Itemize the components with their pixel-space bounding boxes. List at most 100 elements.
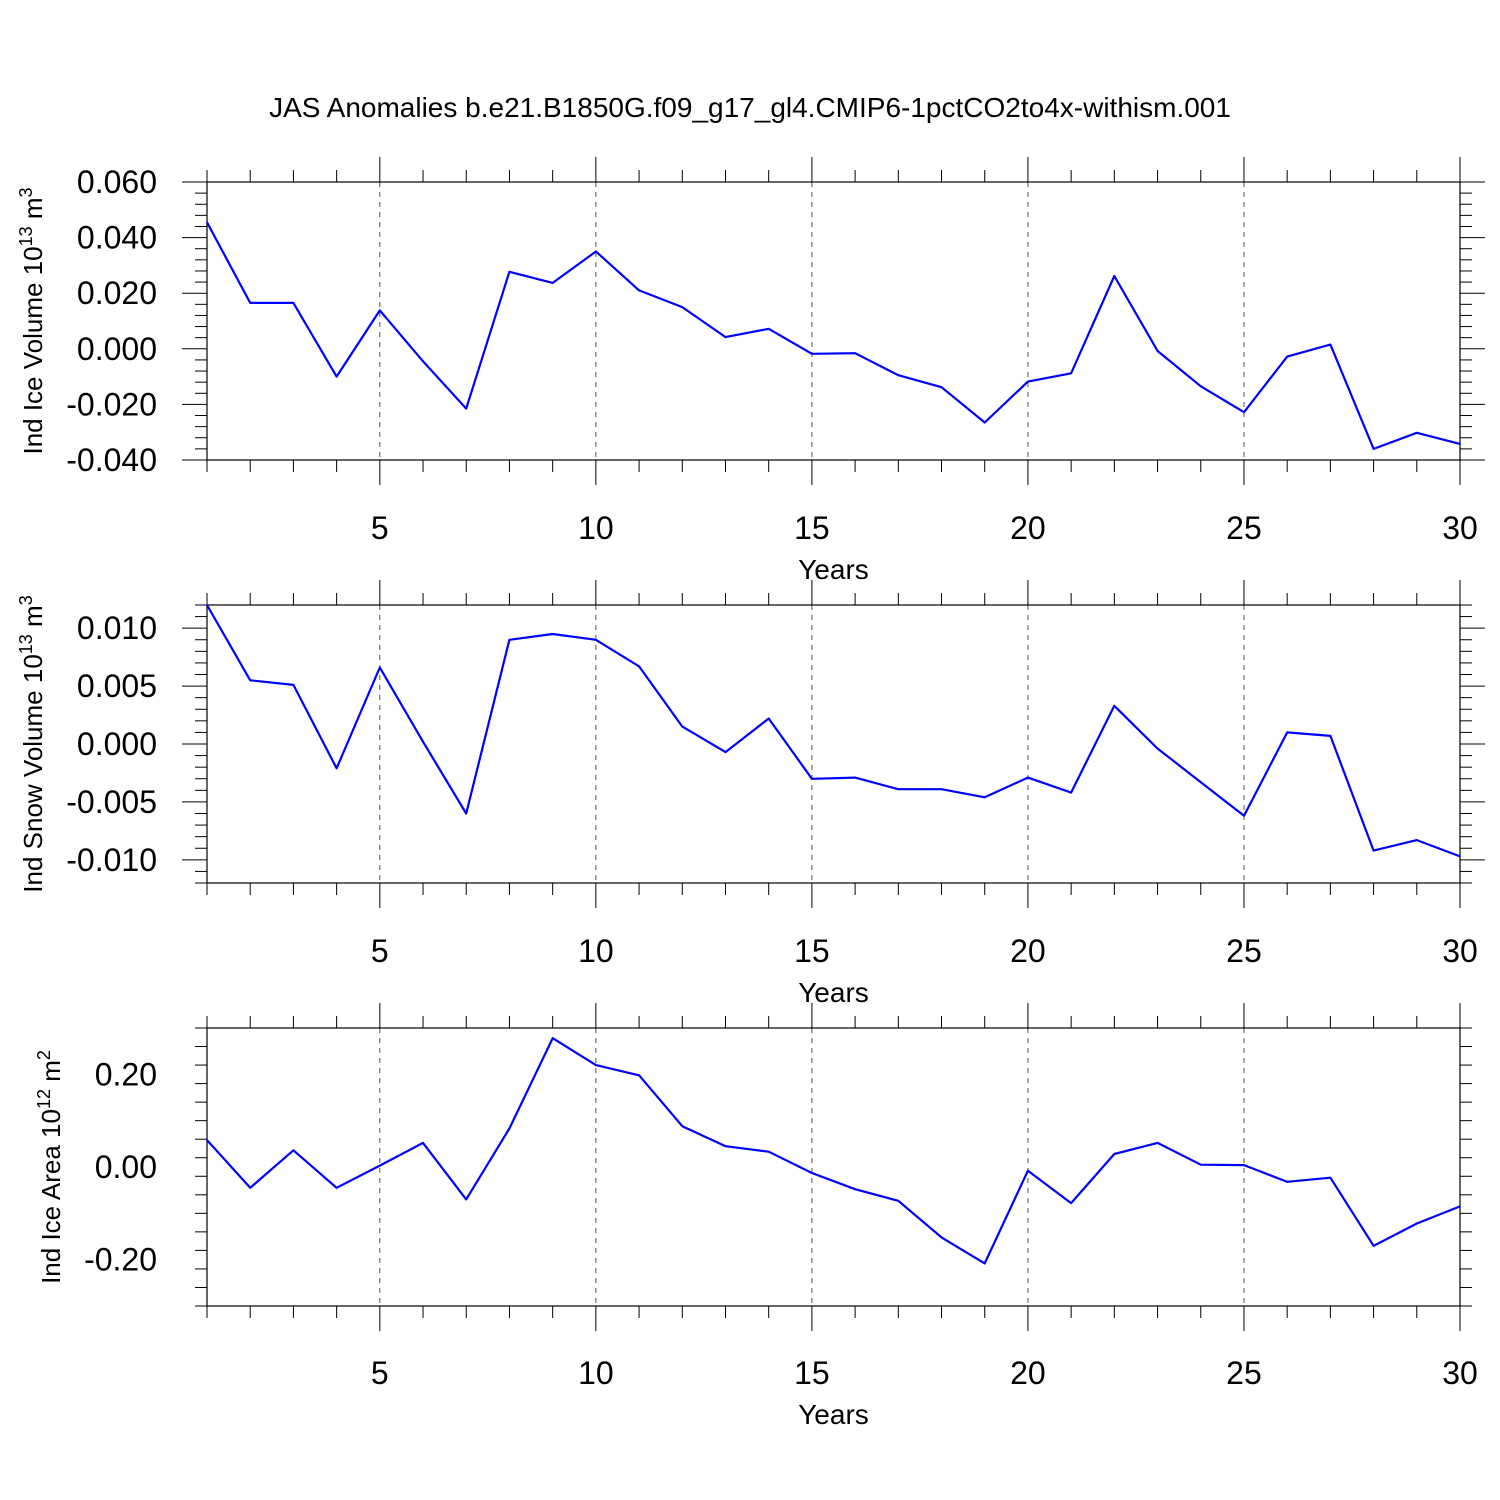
data-point (724, 1145, 727, 1147)
x-tick-label: 30 (1442, 1355, 1478, 1391)
data-point (854, 352, 856, 355)
y-tick-label: -0.040 (66, 442, 157, 478)
data-point (292, 684, 295, 686)
data-point (1027, 380, 1029, 383)
data-point (811, 1172, 813, 1174)
data-point (854, 776, 856, 779)
data-point (940, 788, 943, 790)
data-point (983, 421, 986, 424)
y-tick-label: 0.00 (95, 1149, 157, 1185)
x-tick-label: 20 (1010, 933, 1046, 969)
x-tick-label: 10 (578, 510, 614, 546)
data-point (724, 751, 727, 753)
data-point (1459, 1205, 1461, 1208)
y-tick-label: 0.040 (77, 220, 157, 256)
data-point (206, 221, 208, 224)
y-tick-label: -0.010 (66, 842, 157, 878)
y-axis-label: Ind Ice Volume 1013 m3 (16, 187, 48, 454)
data-point (335, 375, 338, 378)
data-point (1027, 1169, 1029, 1172)
x-tick-label: 10 (578, 933, 614, 969)
data-point (595, 1064, 597, 1066)
data-point (1113, 704, 1116, 707)
data-point (1199, 1163, 1202, 1166)
x-tick-label: 5 (371, 1355, 389, 1391)
x-tick-label: 15 (794, 933, 830, 969)
data-point (638, 665, 640, 668)
data-point (551, 633, 554, 635)
data-point (724, 336, 727, 338)
data-point (335, 1187, 338, 1189)
data-point (1199, 781, 1202, 784)
data-point (551, 1037, 554, 1039)
x-tick-label: 15 (794, 510, 830, 546)
chart-panel-1: 5 10 15 20 25 30 Years -0.040 -0.020 0.000 0.020 0.… (16, 157, 1485, 585)
data-point (811, 777, 813, 780)
data-point (940, 386, 943, 388)
series-line (206, 604, 1461, 858)
y-axis-label: Ind Ice Area 1012 m2 (34, 1050, 66, 1284)
data-point (1459, 443, 1461, 445)
data-point (292, 1149, 295, 1152)
data-point (681, 1125, 684, 1128)
data-point (1199, 385, 1202, 388)
data-point (1286, 731, 1288, 734)
y-tick-label: 0.020 (77, 275, 157, 311)
data-point (1070, 1202, 1072, 1204)
x-tick-label: 25 (1226, 510, 1262, 546)
data-point (595, 638, 597, 641)
data-point (1329, 343, 1332, 346)
data-point (1415, 1222, 1418, 1225)
data-point (638, 289, 640, 292)
x-tick-label: 20 (1010, 510, 1046, 546)
y-tick-label: -0.020 (66, 386, 157, 422)
data-point (508, 638, 511, 641)
x-tick-label: 5 (371, 510, 389, 546)
data-point (206, 604, 208, 606)
data-point (292, 302, 295, 304)
data-point (811, 353, 813, 355)
data-point (1070, 372, 1072, 375)
data-point (335, 767, 338, 770)
y-tick-label: 0.000 (77, 726, 157, 762)
data-point (1372, 1244, 1375, 1247)
x-tick-label: 10 (578, 1355, 614, 1391)
data-point (940, 1236, 943, 1239)
y-axis-label: Ind Snow Volume 1013 m3 (16, 595, 48, 892)
data-point (508, 1127, 511, 1130)
data-point (1286, 355, 1288, 358)
series-line (206, 1037, 1461, 1265)
data-point (681, 725, 684, 728)
data-point (638, 1074, 640, 1077)
y-tick-label: -0.005 (66, 784, 157, 820)
data-point (1243, 815, 1245, 817)
data-point (1459, 855, 1461, 858)
x-tick-label: 20 (1010, 1355, 1046, 1391)
data-point (379, 666, 381, 669)
y-tick-label: 0.000 (77, 331, 157, 367)
x-tick-label: 15 (794, 1355, 830, 1391)
data-point (854, 1188, 856, 1191)
data-point (983, 1262, 986, 1265)
data-point (897, 788, 900, 790)
x-axis-label: Years (798, 554, 869, 585)
x-tick-label: 25 (1226, 1355, 1262, 1391)
data-point (249, 679, 252, 682)
plot-frame (206, 1027, 1461, 1307)
chart-panel-2: 5 10 15 20 25 30 Years -0.010 -0.005 0.000 0.005 0.… (16, 580, 1485, 1008)
plot-frame (206, 604, 1461, 884)
data-point (465, 407, 468, 410)
y-tick-label: 0.010 (77, 610, 157, 646)
data-point (1156, 1142, 1159, 1144)
x-tick-label: 30 (1442, 933, 1478, 969)
data-point (551, 282, 554, 284)
data-point (465, 1198, 468, 1201)
y-tick-label: 0.20 (95, 1056, 157, 1092)
data-point (1027, 776, 1029, 779)
data-point (249, 302, 252, 304)
x-tick-label: 30 (1442, 510, 1478, 546)
data-point (681, 306, 684, 308)
data-point (1243, 1164, 1245, 1166)
data-point (249, 1187, 252, 1189)
